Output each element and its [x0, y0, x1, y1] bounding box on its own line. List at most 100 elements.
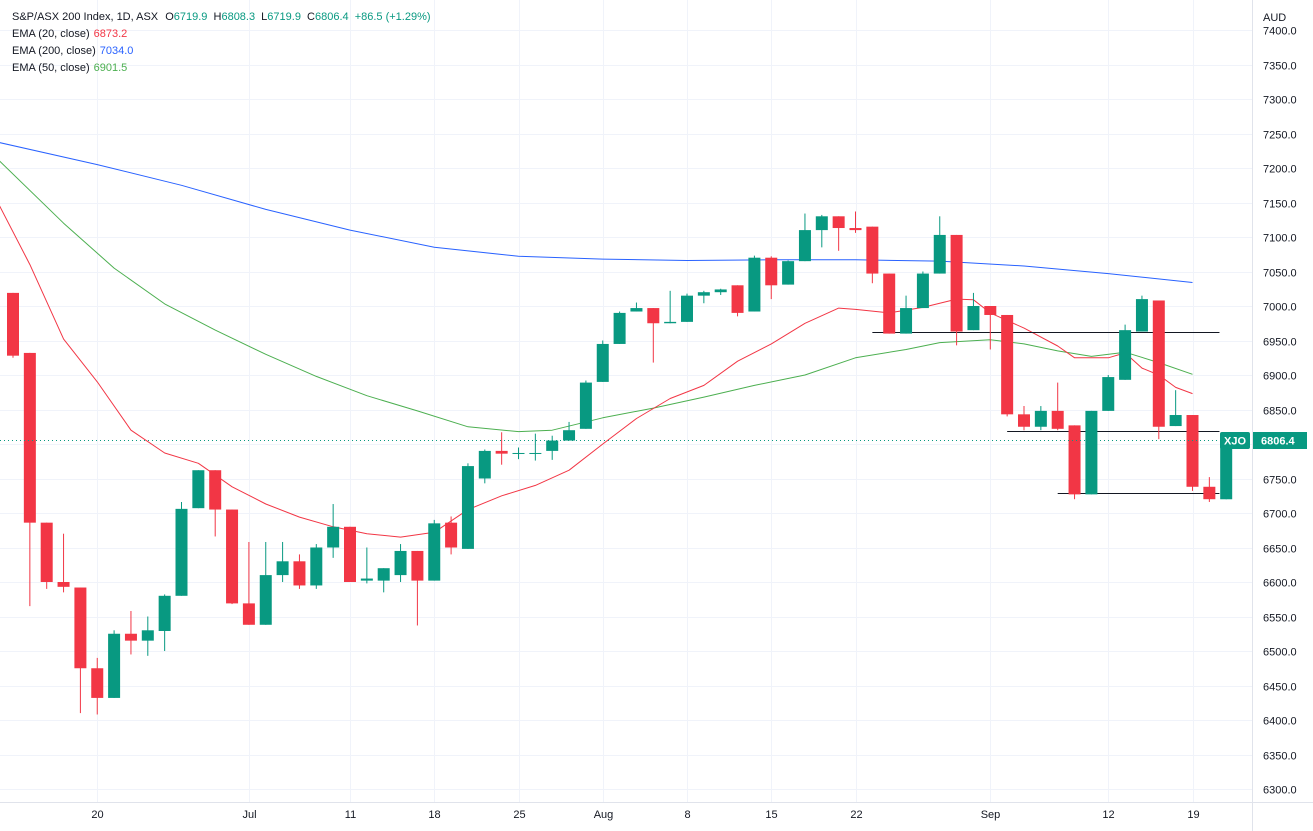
- x-tick-label: Jul: [242, 809, 256, 821]
- y-tick-label: 7100.0: [1263, 233, 1297, 245]
- candle-up: [798, 213, 811, 262]
- ema-lines: [0, 142, 1193, 538]
- candle-body: [613, 312, 626, 344]
- candle-body: [1152, 300, 1165, 427]
- candle-up: [1102, 375, 1115, 411]
- candle-down: [7, 292, 19, 358]
- ema200-label[interactable]: EMA (200, close): [12, 45, 96, 57]
- indicator-ema50[interactable]: EMA (50, close) 6901.5: [12, 60, 431, 77]
- candle-body: [209, 470, 222, 510]
- candle-body: [1018, 414, 1030, 427]
- x-tick-label: 19: [1187, 809, 1199, 821]
- x-tick-label: 25: [513, 809, 525, 821]
- candle-body: [782, 261, 795, 285]
- ohlc-c-label: C: [307, 11, 315, 23]
- candle-body: [23, 352, 36, 523]
- ema20-value: 6873.2: [93, 28, 128, 40]
- candle-up: [175, 501, 188, 596]
- candle-body: [883, 273, 896, 334]
- candle-up: [900, 295, 913, 334]
- y-tick-label: 6350.0: [1263, 751, 1297, 763]
- ohlc-h-label: H: [213, 11, 222, 23]
- candle-up: [630, 302, 643, 312]
- candle-body: [495, 450, 508, 454]
- last-price-tag: 6806.4: [1253, 432, 1307, 449]
- candle-up: [967, 292, 980, 331]
- candle-body: [832, 216, 845, 229]
- x-tick-label: Sep: [981, 809, 1001, 821]
- currency-label: AUD: [1263, 12, 1286, 24]
- candle-up: [377, 568, 390, 593]
- candle-body: [596, 343, 609, 382]
- candle-down: [91, 657, 104, 715]
- candle-body: [175, 508, 188, 596]
- candle-body: [798, 230, 811, 262]
- candle-body: [933, 234, 946, 274]
- x-tick-label: 12: [1102, 809, 1114, 821]
- candle-body: [242, 603, 255, 625]
- candle-down: [832, 216, 845, 251]
- candle-body: [563, 430, 576, 441]
- candle-body: [950, 234, 963, 332]
- ohlc-o-label: O: [165, 11, 174, 23]
- candle-body: [529, 452, 542, 454]
- candle-body: [1186, 415, 1199, 487]
- indicator-ema20[interactable]: EMA (20, close) 6873.2: [12, 26, 431, 43]
- candle-up: [933, 216, 946, 274]
- y-tick-label: 6450.0: [1263, 682, 1297, 694]
- candle-up: [1034, 406, 1047, 431]
- ohlc-o: O6719.9: [165, 11, 207, 23]
- y-tick-label: 7000.0: [1263, 302, 1297, 314]
- candle-down: [984, 306, 997, 350]
- candle-body: [377, 568, 390, 581]
- candle-body: [815, 216, 828, 231]
- candle-up: [259, 541, 272, 625]
- x-tick-label: 11: [345, 809, 356, 821]
- candle-body: [293, 561, 306, 586]
- candle-body: [546, 440, 559, 451]
- candle-body: [1051, 410, 1064, 429]
- symbol-title[interactable]: S&P/ASX 200 Index, 1D, ASX: [12, 11, 159, 23]
- candle-body: [1119, 330, 1132, 380]
- candle-body: [310, 547, 323, 586]
- candle-up: [563, 421, 576, 441]
- candle-body: [1220, 439, 1233, 500]
- candle-up: [478, 449, 491, 484]
- candle-body: [967, 306, 980, 331]
- candle-down: [344, 526, 356, 582]
- candle-body: [697, 292, 710, 296]
- ohlc-c-value: 6806.4: [314, 11, 349, 23]
- candle-up: [681, 293, 693, 322]
- time-axis[interactable]: 20 Jul 11 18 25 Aug 8 15 22 Sep 12 19: [91, 809, 1199, 821]
- candle-body: [91, 668, 104, 698]
- price-axis[interactable]: 6300.0 6350.0 6400.0 6450.0 6500.0 6550.0 6600…: [1263, 26, 1297, 797]
- candle-down: [124, 610, 137, 655]
- candle-body: [647, 308, 660, 324]
- candle-body: [57, 582, 70, 587]
- ohlc-l-value: 6719.9: [267, 11, 301, 23]
- y-tick-label: 6650.0: [1263, 544, 1297, 556]
- y-tick-label: 7300.0: [1263, 95, 1297, 107]
- symbol-row[interactable]: S&P/ASX 200 Index, 1D, ASX O6719.9 H6808…: [12, 9, 431, 26]
- candle-up: [714, 288, 727, 295]
- candle-down: [23, 352, 36, 607]
- candle-body: [1169, 415, 1182, 427]
- candle-body: [158, 595, 171, 631]
- candle-body: [512, 452, 525, 454]
- candle-body: [1135, 299, 1148, 332]
- candle-body: [226, 509, 239, 604]
- candle-down: [74, 587, 87, 714]
- candle-up: [1085, 410, 1098, 495]
- candle-down: [866, 226, 879, 284]
- ema50-line: [0, 160, 1193, 433]
- y-tick-label: 6600.0: [1263, 578, 1297, 590]
- indicator-ema200[interactable]: EMA (200, close) 7034.0: [12, 43, 431, 60]
- candle-body: [259, 575, 272, 625]
- ema20-label[interactable]: EMA (20, close): [12, 28, 90, 40]
- ema50-label[interactable]: EMA (50, close): [12, 62, 90, 74]
- candle-down: [293, 554, 306, 589]
- candle-up: [428, 519, 441, 581]
- candle-down: [883, 273, 896, 334]
- candle-up: [546, 435, 559, 460]
